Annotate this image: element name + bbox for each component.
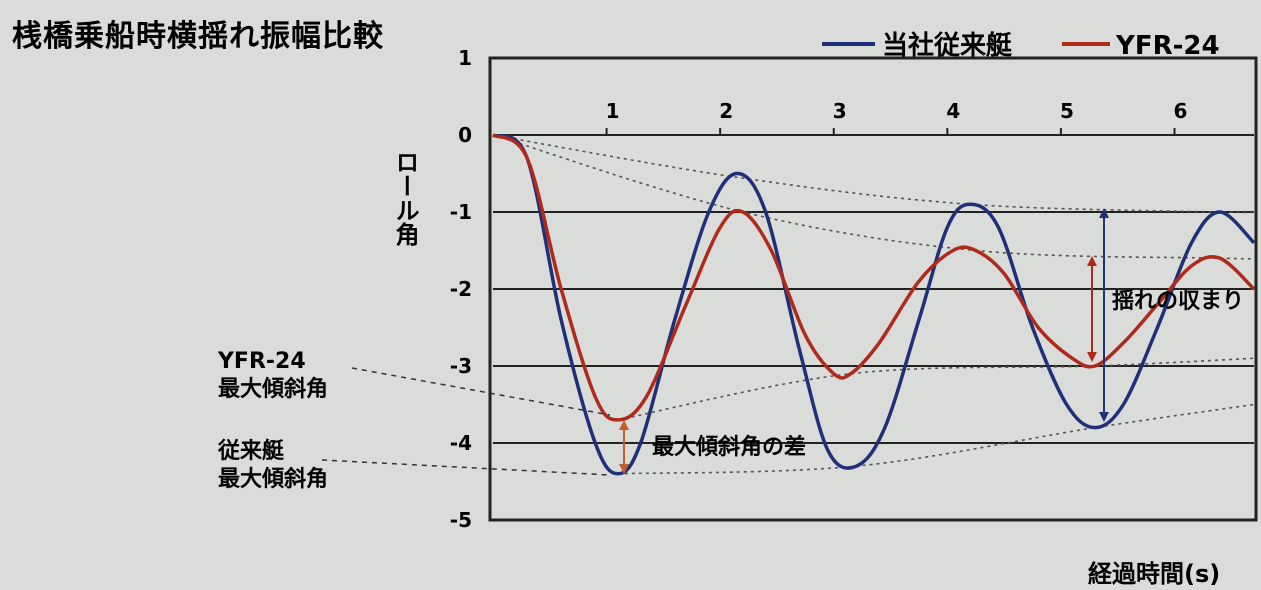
x-tick-label: 3 <box>833 99 847 123</box>
legend-label-yfr24: YFR-24 <box>1115 31 1220 61</box>
y-tick-label: -2 <box>450 277 472 301</box>
grid <box>493 134 1254 444</box>
annotation-settling-label: 揺れの収まり <box>1112 288 1244 314</box>
y-tick-label: 1 <box>458 46 472 70</box>
y-tick-label: -4 <box>450 431 472 455</box>
series-line-yfr24 <box>492 133 1256 422</box>
annotation-settling: 揺れの収まり <box>1087 208 1244 422</box>
data-series <box>492 133 1256 476</box>
settling-arrowhead-conv-up <box>1099 208 1109 218</box>
chart-title: 桟橋乗船時横揺れ振幅比較 <box>12 19 384 54</box>
legend: 当社従来艇 YFR-24 <box>822 30 1220 61</box>
annotation-conv-max-line2: 最大傾斜角 <box>218 466 328 492</box>
x-tick-label: 1 <box>606 99 620 123</box>
max-diff-arrowhead-down <box>619 464 629 474</box>
max-diff-arrowhead-up <box>619 420 629 430</box>
annotation-max-diff-label: 最大傾斜角の差 <box>652 434 806 460</box>
plot-frame <box>488 56 1258 522</box>
y-tick-label: -1 <box>450 200 472 224</box>
x-axis-label: 経過時間(s) <box>1088 560 1220 588</box>
settling-arrowhead-yfr-down <box>1087 352 1097 362</box>
series-line-conventional <box>492 133 1256 476</box>
annotation-yfr-max-line2: 最大傾斜角 <box>218 376 328 402</box>
annotation-yfr-max-leader <box>351 367 611 416</box>
x-tick-label: 6 <box>1174 99 1188 123</box>
y-tick-label: -3 <box>450 354 472 378</box>
x-axis-ticks: 1 2 3 4 5 6 <box>605 99 1188 134</box>
settling-arrowhead-conv-down <box>1099 412 1109 422</box>
legend-label-conventional: 当社従来艇 <box>882 30 1012 61</box>
annotation-conv-max-line1: 従来艇 <box>217 438 284 464</box>
envelope-conventional-lower <box>617 403 1255 475</box>
envelope-yfr24-lower <box>617 357 1255 421</box>
annotation-max-diff: 最大傾斜角の差 <box>619 420 806 474</box>
envelope-yfr24-upper <box>492 134 1255 260</box>
y-tick-label: -5 <box>450 508 472 532</box>
y-axis-ticks: 1 0 -1 -2 -3 -4 -5 <box>450 46 472 532</box>
annotation-yfr-max: YFR-24 最大傾斜角 <box>217 349 611 416</box>
annotation-conv-max: 従来艇 最大傾斜角 <box>217 438 611 492</box>
envelope-conventional-upper <box>492 134 1255 214</box>
y-tick-label: 0 <box>458 123 472 147</box>
x-tick-label: 5 <box>1060 99 1074 123</box>
annotation-yfr-max-line1: YFR-24 <box>217 349 306 374</box>
annotation-conv-max-leader <box>321 459 611 476</box>
x-tick-label: 2 <box>719 99 733 123</box>
x-tick-label: 4 <box>946 99 960 123</box>
settling-arrowhead-yfr-up <box>1087 256 1097 266</box>
y-axis-label: ロール角 <box>391 150 419 247</box>
